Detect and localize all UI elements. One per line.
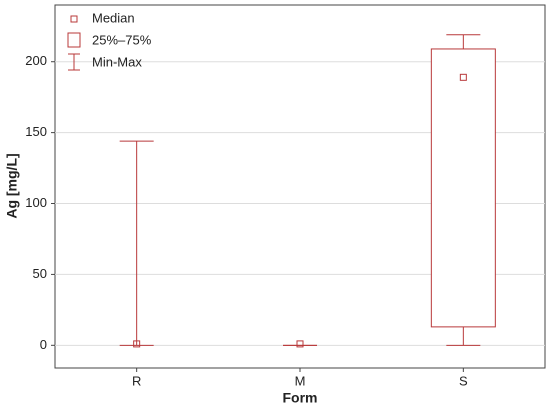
median: [459, 73, 467, 81]
median: [133, 340, 141, 348]
y-tick-label: 50: [33, 266, 47, 281]
y-tick-label: 200: [25, 53, 47, 68]
y-axis-label: Ag [mg/L]: [4, 153, 20, 218]
x-tick-label: R: [132, 373, 141, 388]
y-tick-label: 150: [25, 124, 47, 139]
x-tick-label: S: [459, 373, 468, 388]
y-tick-label: 100: [25, 195, 47, 210]
x-axis-label: Form: [283, 390, 318, 406]
legend-median-icon: [70, 15, 78, 23]
legend-label: Min-Max: [92, 54, 142, 69]
box: [430, 48, 496, 328]
x-tick-label: M: [295, 373, 306, 388]
legend-box-icon: [67, 32, 81, 48]
legend-label: Median: [92, 10, 135, 25]
legend-label: 25%–75%: [92, 32, 152, 47]
y-tick-label: 0: [40, 337, 47, 352]
median: [296, 340, 304, 348]
